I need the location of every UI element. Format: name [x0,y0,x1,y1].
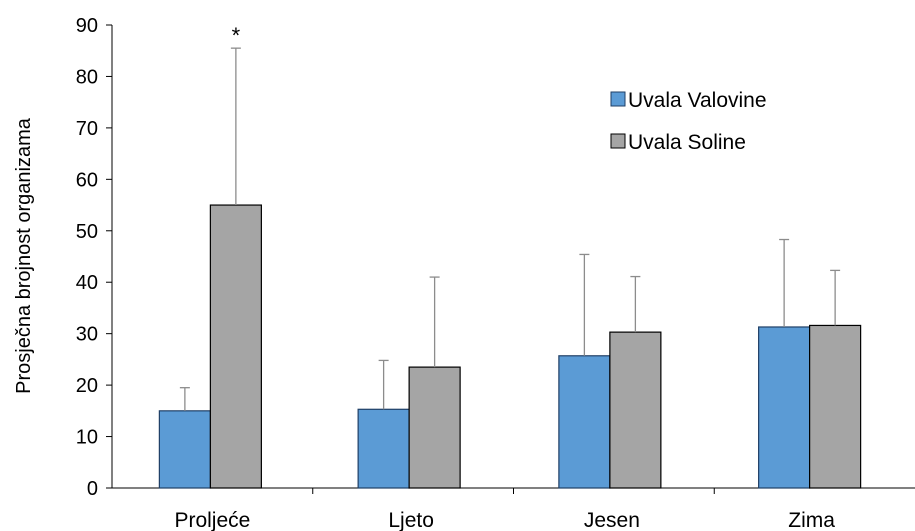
y-tick-label: 70 [76,118,98,140]
y-tick-label: 60 [76,169,98,191]
y-axis-title: Prosječna brojnost organizama [13,117,35,394]
y-tick-label: 40 [76,272,98,294]
y-tick-label: 20 [76,375,98,397]
significance-marker: * [232,23,241,48]
legend-swatch-uvala-valovine [610,91,626,107]
legend: Uvala Valovine Uvala Soline [610,89,767,154]
bar-uvala-soline-1 [408,366,461,489]
y-tick-label: 30 [76,324,98,346]
y-tick-label: 50 [76,221,98,243]
bars: * [158,23,862,489]
axes: 0 10 20 30 40 50 60 70 80 90 Proljeće Ljeto Jesen Zim… [76,15,915,531]
legend-label-uvala-valovine: Uvala Valovine [628,89,767,112]
x-tick-label: Zima [788,509,835,531]
x-tick-label: Ljeto [388,509,434,531]
y-tick-label: 90 [76,15,98,37]
legend-label-uvala-soline: Uvala Soline [628,131,746,154]
bar-uvala-soline-2 [609,331,662,489]
bar-uvala-valovine-3 [758,326,811,489]
y-tick-label: 80 [76,66,98,88]
bar-uvala-valovine-1 [357,408,410,489]
x-tick-label: Proljeće [174,509,250,531]
y-tick-label: 10 [76,427,98,449]
x-tick-label: Jesen [584,509,640,531]
y-tick-label: 0 [87,478,98,500]
bar-uvala-soline-0 [209,204,262,489]
bar-uvala-soline-3 [809,324,862,489]
bar-uvala-valovine-2 [558,355,611,489]
legend-swatch-uvala-soline [610,133,626,149]
bar-uvala-valovine-0 [158,410,211,489]
